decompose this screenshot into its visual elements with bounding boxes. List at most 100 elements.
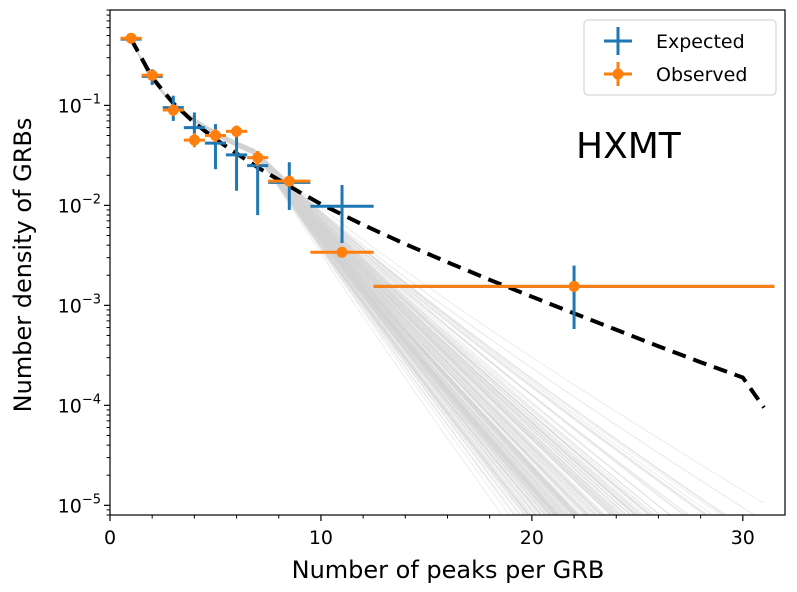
y-axis-label: Number density of GRBs <box>9 118 37 413</box>
sample-line <box>130 38 530 515</box>
observed-point <box>162 104 184 117</box>
sample-line <box>130 38 542 515</box>
sample-line <box>130 38 573 515</box>
sample-line <box>130 38 714 515</box>
sample-line <box>130 38 566 515</box>
sample-line <box>130 38 598 515</box>
sample-line <box>130 38 577 515</box>
sample-line <box>130 38 552 515</box>
sample-line <box>130 38 511 515</box>
sample-line <box>130 38 643 515</box>
sample-line <box>130 38 503 515</box>
sample-line <box>130 38 636 515</box>
y-tick-exponent: −2 <box>82 192 101 207</box>
sample-line <box>130 38 558 515</box>
sample-line <box>130 38 650 515</box>
sample-line <box>130 38 521 515</box>
observed-marker <box>252 152 264 164</box>
sample-line <box>130 38 638 515</box>
sample-line <box>130 38 638 515</box>
observed-marker <box>188 134 200 146</box>
sample-line <box>130 38 542 515</box>
y-tick-label: 10−5 <box>58 492 101 517</box>
y-tick-label: 10−2 <box>58 192 101 217</box>
sample-line <box>130 38 613 515</box>
sample-line <box>130 38 575 515</box>
observed-marker <box>336 246 348 258</box>
sample-line <box>130 38 564 515</box>
sample-line <box>130 38 575 515</box>
observed-point <box>204 129 227 143</box>
observed-marker <box>125 32 137 44</box>
sample-line <box>130 38 556 515</box>
sample-line <box>130 38 578 515</box>
expected-point <box>226 131 248 191</box>
sample-line <box>130 38 756 515</box>
sample-line <box>130 38 560 515</box>
sample-line <box>130 38 550 515</box>
sample-line <box>130 38 564 515</box>
sample-line <box>130 38 579 515</box>
sample-line <box>130 38 557 515</box>
sample-line <box>130 38 624 515</box>
observed-marker <box>146 69 158 81</box>
sample-line <box>130 38 556 515</box>
sample-line <box>130 38 589 515</box>
sample-line <box>130 38 653 515</box>
sample-line <box>130 38 690 515</box>
sample-line <box>130 38 604 515</box>
observed-marker <box>283 175 295 187</box>
sample-line <box>130 38 613 515</box>
sample-line <box>130 38 671 515</box>
sample-line <box>130 38 661 515</box>
sample-line <box>130 38 626 515</box>
sample-line <box>130 38 579 515</box>
x-tick-label: 0 <box>104 527 116 549</box>
sample-line <box>130 38 515 515</box>
sample-line <box>130 38 566 515</box>
sample-line <box>130 38 575 515</box>
sample-line <box>130 38 602 515</box>
y-tick-label: 10−1 <box>58 92 101 117</box>
sample-line <box>130 38 589 515</box>
sample-line <box>130 38 533 515</box>
sample-line <box>130 38 672 515</box>
observed-point <box>247 150 269 166</box>
sample-line <box>130 38 616 515</box>
sample-line <box>130 38 537 515</box>
sample-line <box>130 38 556 515</box>
x-tick-label: 20 <box>520 527 544 549</box>
sample-line <box>130 38 579 515</box>
sample-line <box>130 38 616 515</box>
sample-line <box>130 38 517 515</box>
sample-line <box>130 38 555 515</box>
sample-line <box>130 38 592 515</box>
sample-line <box>130 38 525 515</box>
sample-line <box>130 38 588 515</box>
sample-line <box>130 38 558 515</box>
sample-line <box>130 38 546 515</box>
sample-line <box>130 38 530 515</box>
legend-label-expected: Expected <box>656 31 745 53</box>
sample-line <box>130 38 588 515</box>
sample-line <box>130 38 709 515</box>
y-tick-label: 10−4 <box>58 392 101 417</box>
sample-line <box>130 38 560 515</box>
sample-line <box>130 38 649 515</box>
sample-line <box>130 38 586 515</box>
observed-point <box>373 280 775 292</box>
sample-line <box>130 38 619 515</box>
sample-line <box>130 38 639 515</box>
legend-label-observed: Observed <box>656 64 747 86</box>
sample-line <box>130 38 555 515</box>
sample-line <box>130 38 605 515</box>
axes: 0 10 20 30 10−5 10−4 10−3 10−2 10−1 <box>58 9 786 549</box>
observed-point <box>268 175 311 187</box>
sample-line <box>130 38 577 515</box>
observed-marker <box>167 104 179 116</box>
sample-line <box>130 38 540 515</box>
sample-line <box>130 38 535 515</box>
y-tick-exponent: −5 <box>82 492 101 507</box>
sample-line <box>130 38 602 515</box>
sample-line <box>130 38 686 515</box>
